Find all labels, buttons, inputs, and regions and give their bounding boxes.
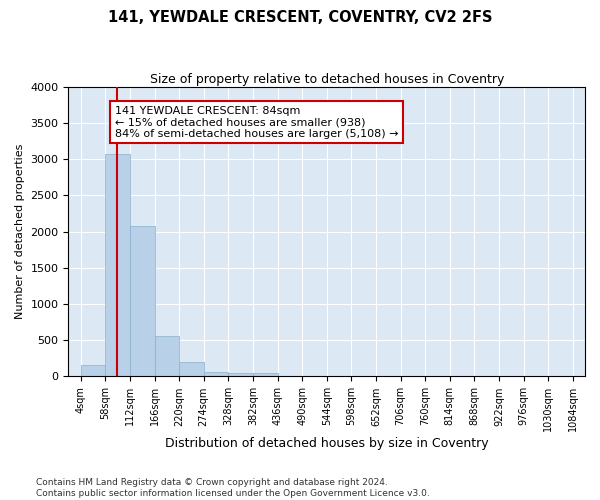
X-axis label: Distribution of detached houses by size in Coventry: Distribution of detached houses by size … (165, 437, 488, 450)
Y-axis label: Number of detached properties: Number of detached properties (15, 144, 25, 320)
Bar (81, 365, 106, 376)
Bar (179, 362, 204, 376)
Bar (253, 373, 278, 376)
Text: 141 YEWDALE CRESCENT: 84sqm
← 15% of detached houses are smaller (938)
84% of se: 141 YEWDALE CRESCENT: 84sqm ← 15% of det… (115, 106, 398, 138)
Bar (106, 154, 130, 376)
Text: 141, YEWDALE CRESCENT, COVENTRY, CV2 2FS: 141, YEWDALE CRESCENT, COVENTRY, CV2 2FS (108, 10, 492, 25)
Title: Size of property relative to detached houses in Coventry: Size of property relative to detached ho… (149, 72, 504, 86)
Bar (130, 226, 155, 376)
Bar (155, 336, 179, 376)
Bar (229, 373, 253, 376)
Text: Contains HM Land Registry data © Crown copyright and database right 2024.
Contai: Contains HM Land Registry data © Crown c… (36, 478, 430, 498)
Bar (204, 372, 229, 376)
